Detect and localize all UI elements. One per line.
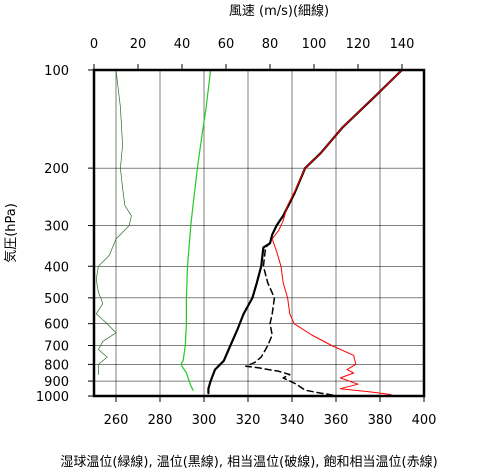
x-tick-label: 340: [280, 413, 305, 428]
top-tick-label: 120: [346, 37, 371, 52]
x-tick-label: 360: [324, 413, 349, 428]
y-tick-label: 100: [44, 64, 69, 79]
axis-ticks: 260 280 300 320 340 360 380 400 0 20 40 60 80 100 120 1…: [36, 37, 437, 428]
x-tick-label: 380: [368, 413, 393, 428]
series-line: [245, 69, 403, 397]
x-axis-label: 湿球温位(緑線), 温位(黒線), 相当温位(破線), 飽和相当温位(赤線): [60, 454, 437, 470]
y-tick-label: 1000: [36, 390, 69, 405]
x-tick-label: 300: [192, 413, 217, 428]
series-line: [95, 69, 132, 375]
y-tick-label: 200: [44, 162, 69, 177]
top-tick-label: 40: [174, 37, 191, 52]
x-tick-label: 260: [104, 413, 129, 428]
top-tick-label: 100: [302, 37, 327, 52]
plot-series: [95, 68, 404, 397]
y-tick-label: 300: [44, 220, 69, 235]
series-line: [180, 69, 212, 391]
y-tick-label: 800: [44, 358, 69, 373]
y-tick-label: 500: [44, 292, 69, 307]
y-tick-label: 900: [44, 375, 69, 390]
top-tick-label: 60: [218, 37, 235, 52]
top-tick-label: 80: [262, 37, 279, 52]
top-tick-label: 140: [390, 37, 415, 52]
plot-frame: [92, 68, 426, 398]
y-tick-label: 400: [44, 260, 69, 275]
x-tick-label: 400: [412, 413, 437, 428]
y-tick-label: 700: [44, 340, 69, 355]
top-tick-label: 20: [130, 37, 147, 52]
x-tick-label: 280: [148, 413, 173, 428]
grid-lines: [94, 70, 424, 396]
series-line: [207, 68, 404, 395]
x-tick-label: 320: [236, 413, 261, 428]
top-tick-label: 0: [90, 37, 98, 52]
y-tick-label: 600: [44, 318, 69, 333]
series-line: [271, 69, 403, 396]
y-axis-label: 気圧(hPa): [3, 203, 19, 263]
top-axis-label: 風速 (m/s)(細線): [229, 3, 329, 19]
